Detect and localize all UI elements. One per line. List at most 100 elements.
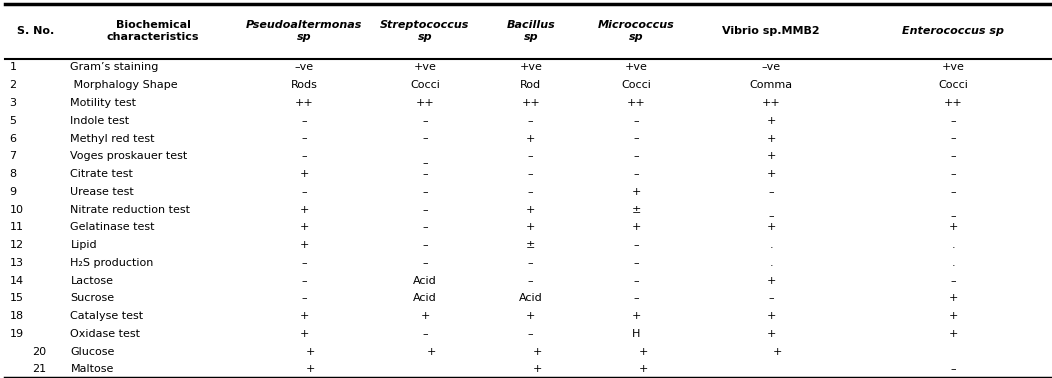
- Text: .: .: [769, 258, 773, 268]
- Text: Vibrio sp.MMB2: Vibrio sp.MMB2: [723, 26, 820, 36]
- Text: +: +: [413, 347, 437, 357]
- Text: ++: ++: [295, 98, 313, 108]
- Text: Acid: Acid: [519, 293, 543, 304]
- Text: –: –: [633, 169, 640, 179]
- Text: Lactose: Lactose: [70, 276, 114, 286]
- Text: –: –: [633, 293, 640, 304]
- Text: Gelatinase test: Gelatinase test: [70, 222, 155, 232]
- Text: .: .: [951, 258, 955, 268]
- Text: 8: 8: [9, 169, 17, 179]
- Text: Enterococcus sp: Enterococcus sp: [903, 26, 1004, 36]
- Text: Catalyse test: Catalyse test: [70, 311, 144, 321]
- Text: Rod: Rod: [520, 80, 542, 90]
- Text: +: +: [949, 329, 957, 339]
- Text: 14: 14: [9, 276, 23, 286]
- Text: –: –: [633, 151, 640, 161]
- Text: –: –: [301, 276, 307, 286]
- Text: –: –: [422, 116, 428, 126]
- Text: +: +: [767, 116, 775, 126]
- Text: ±: ±: [526, 240, 535, 250]
- Text: +: +: [292, 347, 316, 357]
- Text: +: +: [767, 276, 775, 286]
- Text: –: –: [950, 133, 956, 144]
- Text: Micrococcus
sp: Micrococcus sp: [599, 20, 674, 42]
- Text: –: –: [633, 258, 640, 268]
- Text: 21: 21: [32, 364, 46, 375]
- Text: .: .: [951, 240, 955, 250]
- Text: +: +: [300, 169, 308, 179]
- Text: Cocci: Cocci: [938, 80, 968, 90]
- Text: ++: ++: [944, 98, 963, 108]
- Text: Indole test: Indole test: [70, 116, 129, 126]
- Text: ++: ++: [627, 98, 646, 108]
- Text: 2: 2: [9, 80, 17, 90]
- Text: +: +: [949, 222, 957, 232]
- Text: +: +: [625, 364, 648, 375]
- Text: –: –: [950, 116, 956, 126]
- Text: –: –: [422, 222, 428, 232]
- Text: –: –: [422, 133, 428, 144]
- Text: –: –: [528, 116, 533, 126]
- Text: +: +: [300, 240, 308, 250]
- Text: +ve: +ve: [942, 62, 965, 73]
- Text: +: +: [767, 169, 775, 179]
- Text: –: –: [528, 187, 533, 197]
- Text: 13: 13: [9, 258, 23, 268]
- Text: –: –: [422, 158, 428, 168]
- Text: +: +: [300, 222, 308, 232]
- Text: +: +: [949, 293, 957, 304]
- Text: –ve: –ve: [762, 62, 781, 73]
- Text: –: –: [301, 133, 307, 144]
- Text: +: +: [519, 347, 543, 357]
- Text: –: –: [422, 329, 428, 339]
- Text: Methyl red test: Methyl red test: [70, 133, 155, 144]
- Text: +: +: [625, 347, 648, 357]
- Text: –: –: [950, 151, 956, 161]
- Text: +: +: [767, 133, 775, 144]
- Text: 9: 9: [9, 187, 17, 197]
- Text: –: –: [633, 240, 640, 250]
- Text: +ve: +ve: [625, 62, 648, 73]
- Text: 19: 19: [9, 329, 23, 339]
- Text: +: +: [632, 222, 641, 232]
- Text: –: –: [301, 258, 307, 268]
- Text: +: +: [300, 329, 308, 339]
- Text: .: .: [769, 240, 773, 250]
- Text: –: –: [768, 211, 774, 222]
- Text: –: –: [950, 364, 956, 375]
- Text: 11: 11: [9, 222, 23, 232]
- Text: 18: 18: [9, 311, 23, 321]
- Text: –: –: [422, 169, 428, 179]
- Text: Urease test: Urease test: [70, 187, 135, 197]
- Text: Gram’s staining: Gram’s staining: [70, 62, 159, 73]
- Text: Acid: Acid: [413, 276, 437, 286]
- Text: –: –: [528, 258, 533, 268]
- Text: +: +: [767, 222, 775, 232]
- Text: Rods: Rods: [290, 80, 318, 90]
- Text: –: –: [950, 211, 956, 222]
- Text: –: –: [768, 293, 774, 304]
- Text: ++: ++: [522, 98, 540, 108]
- Text: +: +: [767, 329, 775, 339]
- Text: ++: ++: [762, 98, 781, 108]
- Text: +: +: [519, 364, 543, 375]
- Text: Cocci: Cocci: [622, 80, 651, 90]
- Text: H: H: [632, 329, 641, 339]
- Text: 6: 6: [9, 133, 17, 144]
- Text: +: +: [526, 222, 535, 232]
- Text: Acid: Acid: [413, 293, 437, 304]
- Text: Motility test: Motility test: [70, 98, 137, 108]
- Text: Cocci: Cocci: [410, 80, 440, 90]
- Text: Pseudoaltermonas
sp: Pseudoaltermonas sp: [246, 20, 362, 42]
- Text: Lipid: Lipid: [70, 240, 97, 250]
- Text: Comma: Comma: [750, 80, 792, 90]
- Text: 10: 10: [9, 204, 23, 215]
- Text: Morphalogy Shape: Morphalogy Shape: [70, 80, 178, 90]
- Text: –: –: [950, 276, 956, 286]
- Text: –: –: [950, 187, 956, 197]
- Text: –: –: [528, 169, 533, 179]
- Text: Oxidase test: Oxidase test: [70, 329, 141, 339]
- Text: +ve: +ve: [520, 62, 542, 73]
- Text: –: –: [633, 133, 640, 144]
- Text: –: –: [422, 258, 428, 268]
